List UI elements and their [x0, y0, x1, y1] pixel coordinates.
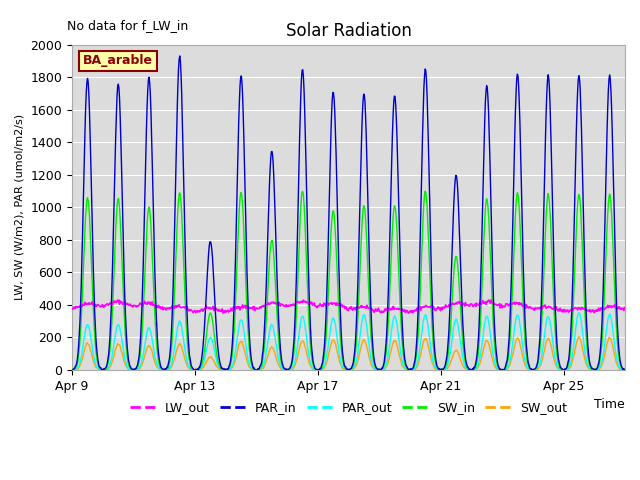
Y-axis label: LW, SW (W/m2), PAR (umol/m2/s): LW, SW (W/m2), PAR (umol/m2/s) — [15, 114, 25, 300]
Text: No data for f_LW_in: No data for f_LW_in — [67, 19, 188, 32]
Title: Solar Radiation: Solar Radiation — [285, 22, 412, 40]
Text: BA_arable: BA_arable — [83, 54, 153, 67]
X-axis label: Time: Time — [595, 398, 625, 411]
Legend: LW_out, PAR_in, PAR_out, SW_in, SW_out: LW_out, PAR_in, PAR_out, SW_in, SW_out — [125, 396, 572, 419]
